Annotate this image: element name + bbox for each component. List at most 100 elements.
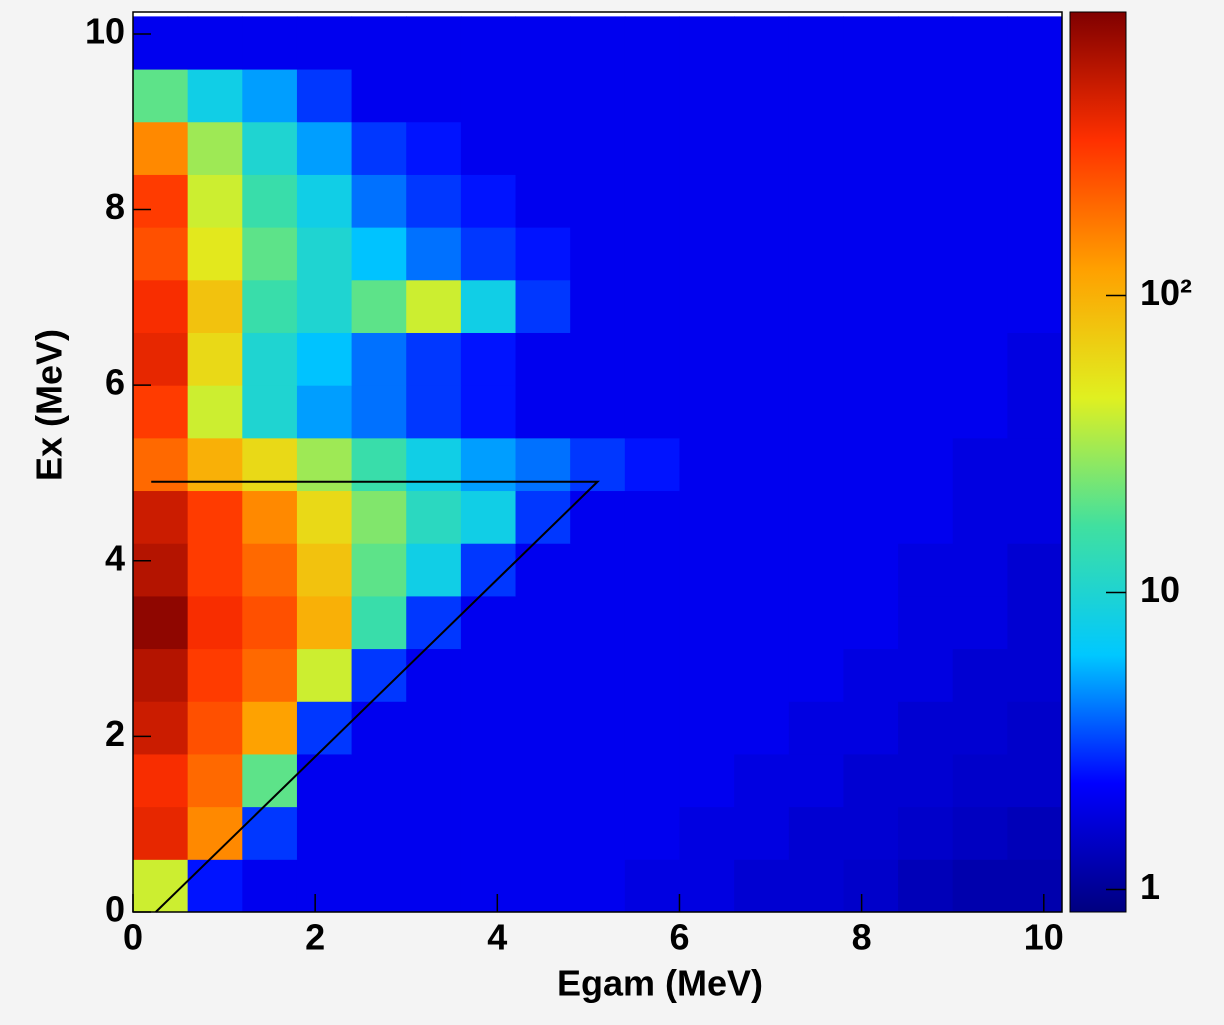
heatmap-cell — [788, 385, 844, 439]
heatmap-cell — [515, 121, 571, 175]
heatmap-cell — [734, 69, 790, 123]
heatmap-cell — [351, 385, 407, 439]
heatmap-cell — [952, 332, 1008, 386]
heatmap-cell — [952, 648, 1008, 702]
heatmap-cell — [1007, 332, 1063, 386]
heatmap-cell — [187, 753, 243, 808]
heatmap-cell — [351, 227, 407, 281]
y-tick-label: 4 — [105, 537, 125, 578]
heatmap-cell — [624, 701, 680, 755]
heatmap-cell — [952, 490, 1008, 544]
heatmap — [133, 16, 1063, 913]
heatmap-cell — [242, 595, 298, 650]
heatmap-cell — [515, 16, 571, 70]
heatmap-cell — [952, 385, 1008, 439]
colorbar-tick-label: 10² — [1140, 272, 1192, 313]
heatmap-cell — [952, 16, 1008, 70]
heatmap-cell — [843, 332, 899, 386]
heatmap-cell — [133, 279, 189, 333]
heatmap-cell — [679, 543, 735, 597]
heatmap-cell — [624, 806, 680, 860]
heatmap-cell — [788, 69, 844, 123]
heatmap-cell — [1007, 701, 1063, 755]
heatmap-cell — [1007, 385, 1063, 439]
heatmap-cell — [460, 385, 517, 439]
heatmap-cell — [187, 69, 243, 123]
heatmap-cell — [788, 595, 844, 650]
heatmap-cell — [788, 174, 844, 228]
heatmap-cell — [296, 121, 353, 175]
heatmap-cell — [898, 437, 954, 492]
heatmap-cell — [187, 16, 243, 70]
heatmap-cell — [515, 227, 571, 281]
heatmap-cell — [624, 437, 680, 492]
heatmap-cell — [843, 279, 899, 333]
y-tick-label: 6 — [105, 362, 125, 403]
heatmap-cell — [242, 753, 298, 808]
heatmap-cell — [570, 490, 626, 544]
heatmap-cell — [133, 648, 189, 702]
heatmap-cell — [406, 437, 462, 492]
heatmap-cell — [570, 543, 626, 597]
heatmap-cell — [406, 701, 462, 755]
heatmap-cell — [570, 806, 626, 860]
heatmap-cell — [679, 648, 735, 702]
heatmap-cell — [952, 701, 1008, 755]
heatmap-cell — [898, 806, 954, 860]
heatmap-cell — [788, 16, 844, 70]
heatmap-cell — [898, 69, 954, 123]
heatmap-cell — [734, 490, 790, 544]
heatmap-cell — [242, 806, 298, 860]
heatmap-cell — [679, 279, 735, 333]
heatmap-cell — [242, 385, 298, 439]
heatmap-cell — [242, 121, 298, 175]
heatmap-cell — [624, 227, 680, 281]
heatmap-cell — [679, 332, 735, 386]
heatmap-cell — [133, 753, 189, 808]
heatmap-cell — [843, 227, 899, 281]
heatmap-cell — [624, 543, 680, 597]
heatmap-cell — [570, 595, 626, 650]
heatmap-cell — [351, 701, 407, 755]
heatmap-cell — [679, 227, 735, 281]
heatmap-cell — [624, 859, 680, 913]
heatmap-cell — [734, 332, 790, 386]
heatmap-cell — [460, 859, 517, 913]
heatmap-cell — [570, 701, 626, 755]
colorbar-tick-label: 10 — [1140, 569, 1180, 610]
heatmap-cell — [460, 174, 517, 228]
heatmap-cell — [734, 16, 790, 70]
heatmap-cell — [898, 332, 954, 386]
heatmap-cell — [242, 174, 298, 228]
heatmap-cell — [734, 806, 790, 860]
heatmap-cell — [570, 227, 626, 281]
y-tick-label: 8 — [105, 186, 125, 227]
heatmap-cell — [734, 437, 790, 492]
heatmap-cell — [351, 332, 407, 386]
heatmap-cell — [460, 121, 517, 175]
heatmap-cell — [351, 69, 407, 123]
heatmap-cell — [296, 806, 353, 860]
heatmap-cell — [242, 648, 298, 702]
heatmap-cell — [734, 121, 790, 175]
heatmap-cell — [679, 174, 735, 228]
heatmap-cell — [679, 490, 735, 544]
heatmap-cell — [1007, 648, 1063, 702]
heatmap-cell — [898, 121, 954, 175]
heatmap-cell — [515, 648, 571, 702]
heatmap-cell — [515, 385, 571, 439]
heatmap-cell — [898, 490, 954, 544]
heatmap-cell — [296, 174, 353, 228]
heatmap-cell — [515, 279, 571, 333]
heatmap-cell — [133, 543, 189, 597]
heatmap-cell — [187, 174, 243, 228]
heatmap-cell — [460, 437, 517, 492]
heatmap-cell — [515, 437, 571, 492]
heatmap-cell — [624, 595, 680, 650]
heatmap-cell — [460, 279, 517, 333]
heatmap-cell — [296, 753, 353, 808]
heatmap-cell — [187, 437, 243, 492]
heatmap-cell — [296, 69, 353, 123]
heatmap-cell — [406, 753, 462, 808]
